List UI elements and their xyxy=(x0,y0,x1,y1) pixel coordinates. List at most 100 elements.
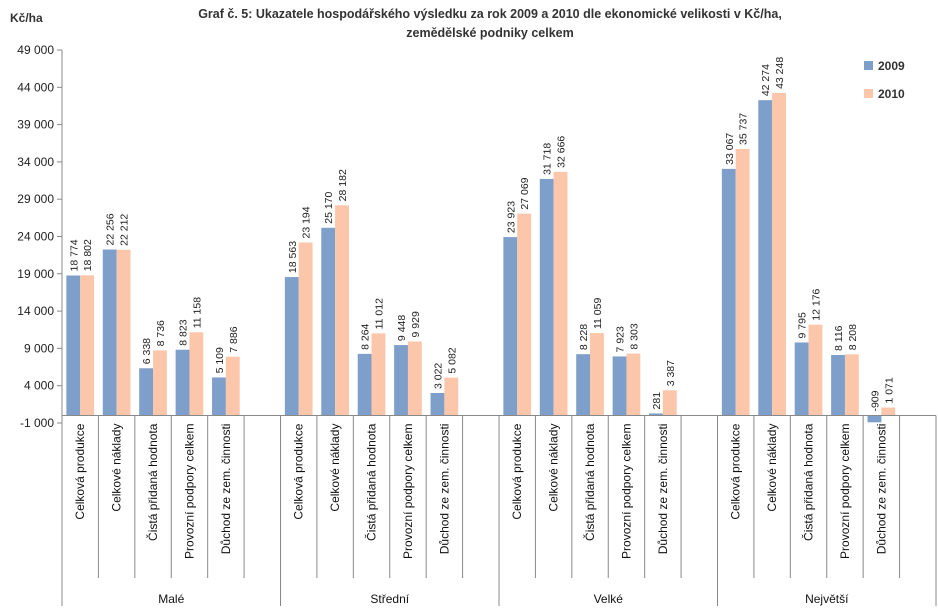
data-label-2009: 18 563 xyxy=(287,241,299,273)
data-label-2010: 35 737 xyxy=(738,113,750,145)
x-category-label: Čistá přidaná hodnota xyxy=(145,423,160,541)
data-label-2009: 22 256 xyxy=(105,213,117,245)
data-label-2010: 7 886 xyxy=(228,326,240,352)
x-category-label: Důchod ze zem. činnosti xyxy=(874,424,888,555)
y-tick-label: 44 000 xyxy=(17,80,54,94)
bar-2009 xyxy=(758,100,773,416)
data-label-2010: 1 071 xyxy=(883,377,895,403)
data-label-2009: 18 774 xyxy=(68,239,80,271)
data-label-2009: 8 264 xyxy=(360,323,372,349)
y-tick-label: 34 000 xyxy=(17,155,54,169)
bar-2010 xyxy=(225,356,240,416)
legend-swatch-2010 xyxy=(864,89,873,98)
x-group-label: Malé xyxy=(158,592,184,606)
bar-2010 xyxy=(553,171,568,416)
bar-2009 xyxy=(612,356,627,416)
data-label-2010: 28 182 xyxy=(337,169,349,201)
bar-2009 xyxy=(102,249,117,416)
bar-2009 xyxy=(649,413,663,416)
bar-2010 xyxy=(626,353,641,416)
x-category-label: Důchod ze zem. činnosti xyxy=(656,424,670,555)
data-label-2009: 8 228 xyxy=(578,324,590,350)
bar-2010 xyxy=(80,275,95,416)
data-label-2009: 31 718 xyxy=(542,143,554,175)
data-label-2009: 42 274 xyxy=(760,64,772,96)
bar-2009 xyxy=(576,354,591,416)
bar-2009 xyxy=(284,277,299,416)
bar-2009 xyxy=(139,368,154,416)
y-axis-unit: Kč/ha xyxy=(10,11,43,25)
x-category-label: Čistá přidaná hodnota xyxy=(582,423,597,541)
legend-label-2010: 2010 xyxy=(878,87,905,101)
bar-2010 xyxy=(517,213,532,416)
y-axis: -1 000 4 000 9 000 14 000 19 000 24 000 29 000… xyxy=(17,43,63,430)
data-label-2009: 9 448 xyxy=(396,315,408,341)
legend-label-2009: 2009 xyxy=(878,59,905,73)
data-label-2009: 33 067 xyxy=(724,133,736,165)
x-category-label: Celkové náklady xyxy=(110,424,124,512)
bar-2009 xyxy=(794,342,809,416)
data-label-2010: 23 194 xyxy=(301,206,313,238)
data-label-2010: 8 303 xyxy=(628,323,640,349)
data-label-2010: 11 059 xyxy=(592,298,604,329)
data-label-2010: 43 248 xyxy=(774,57,786,89)
data-label-2009: 8 116 xyxy=(833,325,845,351)
data-label-2010: 18 802 xyxy=(82,239,94,271)
bar-2009 xyxy=(721,168,736,416)
bar-2010 xyxy=(407,341,422,416)
bar-2009 xyxy=(430,392,445,416)
bar-2010 xyxy=(590,333,604,416)
data-label-2009: 3 022 xyxy=(432,363,444,389)
data-label-2010: 3 387 xyxy=(665,360,677,386)
data-label-2009: 23 923 xyxy=(505,201,517,233)
bar-2010 xyxy=(189,332,204,416)
y-tick-label: 4 000 xyxy=(24,379,54,393)
y-tick-label: 9 000 xyxy=(24,341,54,355)
data-label-2010: 5 082 xyxy=(446,347,458,373)
legend: 2009 2010 xyxy=(864,59,905,101)
x-category-label: Provozní podpory celkem xyxy=(182,424,196,559)
y-tick-label: 24 000 xyxy=(17,230,54,244)
x-category-label: Celková produkce xyxy=(73,423,87,519)
bar-2009 xyxy=(503,237,518,416)
bar-2009 xyxy=(867,415,882,423)
x-axis: Celková produkce Celkové náklady Čistá při… xyxy=(61,415,937,606)
data-label-2010: 11 012 xyxy=(373,298,385,329)
x-category-label: Provozní podpory celkem xyxy=(838,424,852,559)
x-category-label: Provozní podpory celkem xyxy=(401,424,415,559)
data-label-2010: 27 069 xyxy=(519,177,531,209)
data-label-2010: 9 929 xyxy=(410,311,422,337)
data-label-2009: 5 109 xyxy=(214,347,226,373)
bar-2010 xyxy=(335,205,349,416)
data-label-2009: 281 xyxy=(651,392,663,410)
data-label-2009: -909 xyxy=(869,390,881,411)
legend-swatch-2009 xyxy=(864,61,873,70)
bar-2009 xyxy=(394,345,408,416)
x-category-label: Celkové náklady xyxy=(328,424,342,512)
bar-2009 xyxy=(831,354,845,416)
data-label-2010: 22 212 xyxy=(119,214,131,246)
y-tick-label: 29 000 xyxy=(17,192,54,206)
bar-2010 xyxy=(881,407,896,416)
bar-2010 xyxy=(371,333,386,416)
x-group-label: Největší xyxy=(805,592,849,606)
bars xyxy=(66,92,896,423)
bar-2009 xyxy=(321,227,336,416)
x-category-label: Celková produkce xyxy=(292,423,306,519)
bar-2010 xyxy=(808,324,823,416)
bar-2009 xyxy=(212,377,226,416)
data-label-2009: 9 795 xyxy=(797,312,809,338)
x-group-label: Velké xyxy=(594,592,624,606)
bar-2010 xyxy=(662,390,677,416)
bar-2010 xyxy=(735,148,750,416)
x-category-label: Celkové náklady xyxy=(547,424,561,512)
bar-2010 xyxy=(444,377,459,416)
bar-2009 xyxy=(539,178,554,416)
x-category-label: Celkové náklady xyxy=(765,424,779,512)
y-tick-label: 49 000 xyxy=(17,43,54,57)
y-tick-label: 14 000 xyxy=(17,304,54,318)
x-category-label: Čistá přidaná hodnota xyxy=(364,423,379,541)
y-tick-label: 19 000 xyxy=(17,267,54,281)
